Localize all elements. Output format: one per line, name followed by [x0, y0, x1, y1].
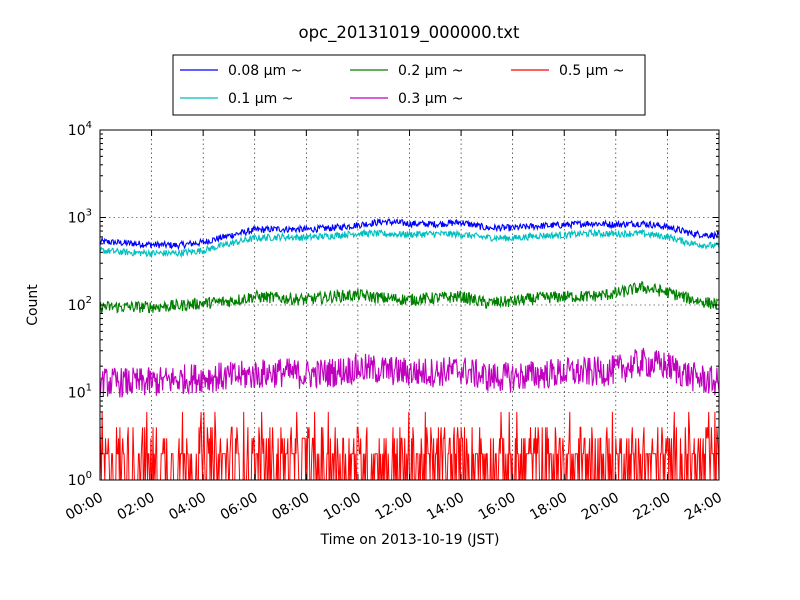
- series-lines: [99, 218, 720, 481]
- x-tick-label: 04:00: [166, 490, 209, 524]
- series-line-4: [99, 411, 720, 481]
- x-tick-label: 02:00: [115, 490, 158, 524]
- x-tick-label: 22:00: [630, 490, 673, 524]
- legend-box: [172, 54, 646, 116]
- x-tick-label: 00:00: [63, 490, 106, 524]
- y-axis-label: Count: [25, 284, 41, 326]
- y-tick-label: 103: [68, 208, 92, 227]
- x-tick-label: 06:00: [218, 490, 261, 524]
- legend-entry: 0.1 μm ~: [228, 91, 293, 107]
- series-line-1: [99, 228, 720, 259]
- y-tick-label: 104: [68, 120, 92, 139]
- x-tick-label: 16:00: [476, 490, 519, 524]
- x-tick-label: 12:00: [373, 490, 416, 524]
- legend-entry: 0.2 μm ~: [398, 63, 463, 79]
- x-tick-label: 08:00: [269, 490, 312, 524]
- legend: 0.08 μm ~ 0.1 μm ~ 0.2 μm ~ 0.3 μm ~ 0.5 μm …: [172, 54, 646, 116]
- x-tick-label: 18:00: [527, 490, 570, 524]
- x-tick-label: 24:00: [682, 490, 725, 524]
- chart-title: opc_20131019_000000.txt: [298, 23, 520, 43]
- legend-entry: 0.08 μm ~: [228, 63, 302, 79]
- y-tick-label: 101: [68, 383, 92, 402]
- y-tick-label: 102: [68, 295, 92, 314]
- x-tick-label: 20:00: [579, 490, 622, 524]
- plot-area-frame: [99, 129, 720, 481]
- legend-entry: 0.5 μm ~: [559, 63, 624, 79]
- series-line-2: [99, 280, 720, 315]
- legend-entry: 0.3 μm ~: [398, 91, 463, 107]
- series-line-0: [99, 218, 720, 251]
- x-tick-label: 10:00: [321, 490, 364, 524]
- x-tick-label: 14:00: [424, 490, 467, 524]
- series-line-3: [99, 347, 720, 398]
- y-tick-label: 100: [68, 470, 92, 489]
- x-axis-label: Time on 2013-10-19 (JST): [320, 532, 500, 548]
